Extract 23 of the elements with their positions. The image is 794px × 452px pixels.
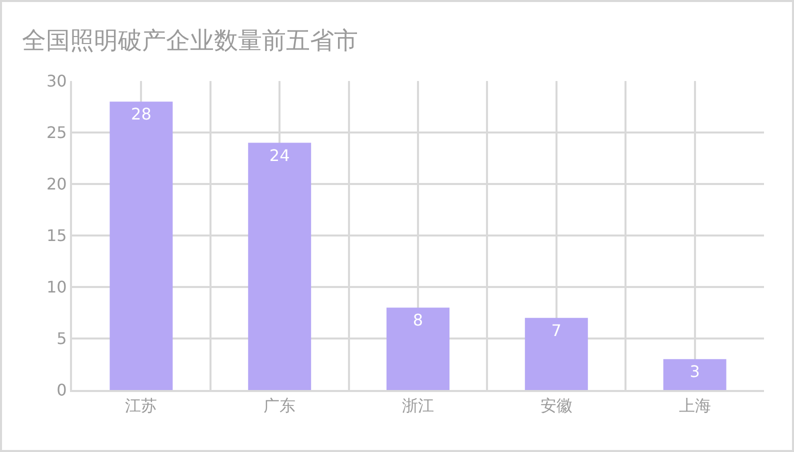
- data-label: 7: [551, 320, 562, 340]
- x-tick-label: 浙江: [402, 396, 434, 416]
- x-tick-label: 安徽: [540, 396, 572, 416]
- data-label: 28: [131, 104, 152, 124]
- bar: [386, 308, 450, 390]
- bar: [663, 359, 726, 390]
- x-tick-label: 上海: [678, 396, 711, 416]
- y-tick-label: 20: [46, 174, 67, 194]
- bar: [248, 142, 312, 390]
- y-tick-label: 30: [46, 72, 67, 91]
- y-tick-label: 25: [46, 123, 67, 142]
- y-tick-label: 5: [56, 329, 67, 348]
- y-tick-label: 15: [46, 226, 67, 246]
- bar: [524, 318, 588, 390]
- bar: [110, 102, 173, 390]
- x-tick-label: 江苏: [125, 396, 158, 416]
- y-tick-label: 10: [46, 278, 67, 297]
- data-label: 24: [269, 146, 290, 165]
- x-tick-label: 广东: [264, 396, 296, 416]
- data-label: 8: [412, 310, 424, 330]
- data-label: 3: [690, 362, 700, 382]
- chart-title: 全国照明破产企业数量前五省市: [22, 26, 358, 54]
- y-tick-label: 0: [56, 380, 67, 400]
